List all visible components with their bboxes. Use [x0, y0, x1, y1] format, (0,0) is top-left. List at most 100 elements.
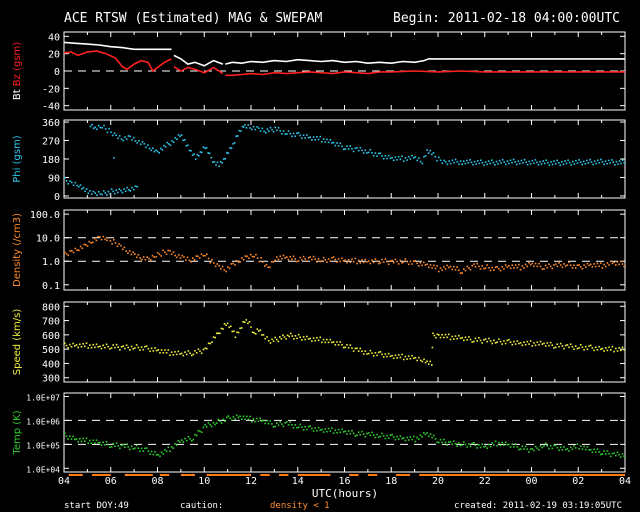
- data-point: [337, 258, 340, 260]
- data-point: [538, 262, 540, 265]
- data-point: [133, 188, 135, 191]
- data-point: [391, 354, 393, 357]
- data-point: [503, 161, 505, 163]
- data-point: [461, 163, 463, 166]
- caution-bar-segment: [180, 474, 195, 476]
- data-point: [190, 150, 192, 152]
- data-point: [558, 345, 560, 348]
- data-point: [526, 448, 529, 450]
- data-point: [202, 146, 205, 148]
- data-point: [321, 428, 323, 431]
- data-point: [332, 432, 335, 434]
- data-point: [468, 267, 470, 269]
- data-point: [189, 352, 191, 354]
- data-point: [443, 265, 445, 268]
- data-point: [479, 268, 482, 270]
- data-point: [218, 165, 220, 168]
- data-point: [578, 447, 580, 450]
- data-point: [267, 266, 269, 269]
- data-point: [279, 336, 281, 338]
- data-point: [603, 350, 605, 352]
- caution-bar-segment: [349, 474, 359, 476]
- data-point: [329, 430, 332, 432]
- data-point: [202, 348, 205, 351]
- data-point: [170, 351, 173, 353]
- data-point: [387, 263, 390, 265]
- data-point: [130, 345, 133, 348]
- data-point: [288, 335, 290, 338]
- data-point: [175, 353, 178, 356]
- data-point: [413, 260, 415, 262]
- data-point: [582, 160, 585, 163]
- data-point: [114, 445, 116, 448]
- data-point: [416, 159, 418, 162]
- data-point: [72, 251, 75, 254]
- data-point: [272, 426, 275, 428]
- data-point: [195, 255, 198, 257]
- data-point: [529, 163, 532, 165]
- data-point: [122, 139, 124, 142]
- data-point: [347, 258, 350, 261]
- data-point: [608, 346, 610, 349]
- data-point: [132, 348, 135, 350]
- data-point: [242, 415, 245, 418]
- caution-bar-segment: [68, 474, 83, 476]
- data-point: [212, 336, 215, 338]
- data-point: [511, 161, 513, 164]
- data-point: [537, 164, 540, 166]
- data-point: [169, 354, 171, 356]
- data-point: [612, 161, 615, 164]
- data-point: [174, 351, 176, 353]
- data-point: [101, 127, 103, 129]
- data-point: [372, 355, 375, 357]
- data-point: [394, 258, 397, 261]
- data-point: [573, 163, 576, 165]
- data-point: [234, 418, 236, 420]
- data-point: [70, 438, 73, 440]
- data-point: [548, 447, 550, 450]
- data-point: [74, 438, 76, 441]
- data-point: [506, 266, 509, 268]
- data-point: [399, 435, 402, 437]
- data-point: [558, 162, 560, 164]
- data-point: [575, 159, 577, 162]
- data-point: [357, 431, 360, 433]
- data-point: [264, 337, 266, 340]
- data-point: [478, 337, 480, 339]
- data-point: [75, 438, 78, 440]
- data-point: [494, 266, 497, 269]
- data-point: [554, 444, 557, 446]
- data-point: [498, 159, 501, 162]
- data-point: [610, 455, 612, 458]
- data-point: [92, 439, 94, 442]
- data-point: [347, 346, 350, 349]
- data-point: [116, 245, 119, 248]
- data-point: [286, 133, 288, 135]
- data-point: [232, 262, 234, 265]
- data-point: [115, 343, 118, 346]
- panel-frame: [63, 119, 626, 199]
- data-point: [584, 266, 587, 268]
- data-point: [276, 129, 278, 132]
- data-point: [321, 140, 323, 143]
- data-point: [252, 125, 255, 128]
- data-point: [242, 126, 245, 128]
- data-point: [339, 431, 342, 434]
- data-point: [252, 418, 255, 420]
- data-point: [67, 438, 69, 440]
- data-point: [406, 436, 408, 439]
- data-point: [241, 418, 243, 420]
- data-point: [372, 261, 375, 264]
- data-point: [409, 436, 412, 438]
- data-point: [314, 258, 316, 261]
- data-point: [464, 336, 467, 339]
- data-point: [258, 330, 260, 332]
- data-point: [489, 269, 492, 272]
- data-point: [287, 130, 290, 132]
- data-point: [379, 261, 382, 264]
- data-point: [294, 135, 296, 137]
- data-point: [409, 158, 412, 160]
- data-point: [431, 153, 433, 156]
- data-point: [254, 420, 256, 423]
- data-point: [86, 245, 89, 247]
